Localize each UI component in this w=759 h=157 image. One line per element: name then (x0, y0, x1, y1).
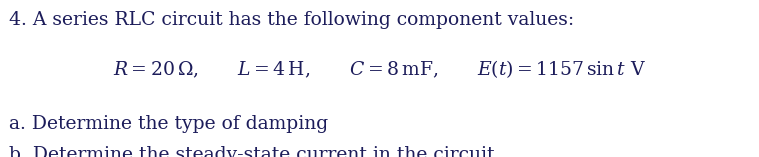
Text: 4. A series RLC circuit has the following component values:: 4. A series RLC circuit has the followin… (9, 11, 575, 29)
Text: b. Determine the steady-state current in the circuit: b. Determine the steady-state current in… (9, 146, 495, 157)
Text: $\mathit{R} = 20\,\Omega,$$\quad\quad \mathit{L} = 4\,\mathrm{H},$$\quad\quad \m: $\mathit{R} = 20\,\Omega,$$\quad\quad \m… (113, 58, 646, 80)
Text: a. Determine the type of damping: a. Determine the type of damping (9, 115, 328, 133)
